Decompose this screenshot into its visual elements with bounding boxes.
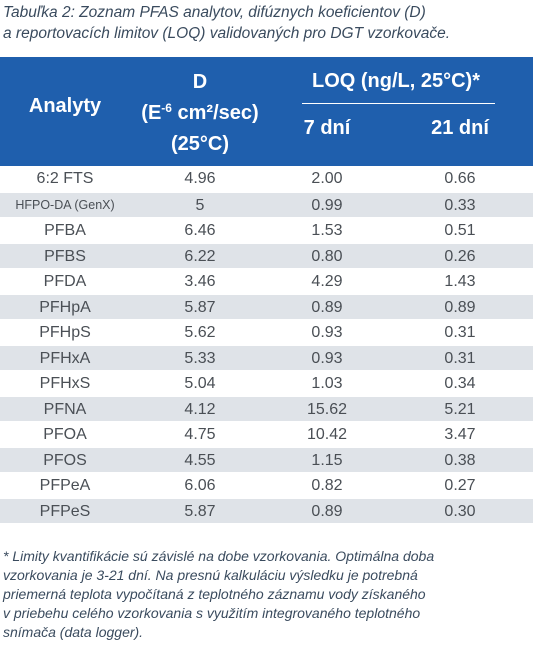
header-d-unit-pre: (E	[141, 102, 162, 124]
diffusion-coefficient: 4.75	[184, 426, 216, 443]
loq-7-days: 4.29	[311, 273, 343, 290]
table-row: PFNA 4.12 15.62 5.21	[0, 395, 533, 421]
footnote-line-3: priemerná teplota vypočítaná z teplotnéh…	[3, 586, 426, 602]
analyte-name: PFPeS	[39, 502, 91, 520]
diffusion-coefficient: 6.46	[184, 222, 216, 239]
loq-21-days: 3.47	[444, 426, 476, 443]
loq-21-days: 0.89	[444, 298, 476, 316]
loq-21-days: 5.21	[444, 400, 476, 418]
header-diffusion-coefficient: D (E-6 cm²/sec) (25°C)	[130, 67, 270, 160]
footnote-line-2: vzorkovania je 3-21 dní. Na presnú kalku…	[3, 567, 418, 583]
analyte-name: PFHxS	[39, 375, 91, 392]
analyte-name: PFNA	[43, 400, 87, 418]
analyte-name: PFOA	[43, 426, 87, 443]
table-row: PFHxA 5.33 0.93 0.31	[0, 344, 533, 370]
analyte-name: HFPO-DA (GenX)	[15, 197, 115, 212]
header-7-days: 7 dní	[303, 117, 351, 139]
table-row: HFPO-DA (GenX) 5 0.99 0.33	[0, 191, 533, 217]
header-loq: LOQ (ng/L, 25°C)*	[312, 70, 480, 92]
table-header: Analyty D (E-6 cm²/sec) (25°C) LOQ (ng/L…	[0, 57, 533, 166]
header-analyty: Analyty	[28, 95, 102, 117]
loq-7-days: 0.82	[311, 477, 343, 494]
footnote-line-1: * Limity kvantifikácie sú závislé na dob…	[3, 548, 435, 564]
analyte-name: PFBS	[44, 247, 86, 265]
table-row: PFBS 6.22 0.80 0.26	[0, 242, 533, 268]
diffusion-coefficient: 3.46	[184, 273, 216, 290]
loq-21-days: 0.31	[444, 324, 476, 341]
header-loq-divider	[302, 103, 495, 104]
loq-7-days: 0.89	[311, 298, 343, 316]
analyte-name: PFHpA	[39, 298, 91, 316]
loq-21-days: 0.27	[444, 477, 476, 494]
header-d-symbol: D	[192, 71, 208, 93]
pfas-table: Analyty D (E-6 cm²/sec) (25°C) LOQ (ng/L…	[0, 57, 533, 523]
diffusion-coefficient: 5.62	[184, 324, 216, 341]
analyte-name: 6:2 FTS	[36, 170, 94, 187]
diffusion-coefficient: 5.87	[184, 502, 216, 520]
diffusion-coefficient: 5	[195, 196, 205, 214]
footnote-line-5: snímača (data logger).	[3, 624, 144, 640]
footnote-line-4: v priebehu celého vzorkovania s využitím…	[3, 605, 421, 621]
loq-21-days: 0.34	[444, 375, 476, 392]
loq-21-days: 0.26	[444, 247, 476, 265]
footnote: * Limity kvantifikácie sú závislé na dob…	[3, 547, 531, 642]
loq-7-days: 0.99	[311, 196, 343, 214]
table-row: PFHxS 5.04 1.03 0.34	[0, 370, 533, 396]
table-row: PFOA 4.75 10.42 3.47	[0, 421, 533, 447]
table-row: PFHpS 5.62 0.93 0.31	[0, 319, 533, 345]
loq-7-days: 1.15	[311, 451, 343, 469]
caption-line-1: Tabuľka 2: Zoznam PFAS analytov, difúzny…	[3, 4, 426, 21]
diffusion-coefficient: 4.55	[184, 451, 216, 469]
diffusion-coefficient: 6.22	[184, 247, 216, 265]
analyte-name: PFDA	[43, 273, 87, 290]
loq-21-days: 0.31	[444, 349, 476, 367]
header-21-days: 21 dní	[431, 117, 489, 139]
analyte-name: PFOS	[43, 451, 87, 469]
diffusion-coefficient: 5.04	[184, 375, 216, 392]
loq-7-days: 0.80	[311, 247, 343, 265]
analyte-name: PFHxA	[39, 349, 91, 367]
diffusion-coefficient: 5.33	[184, 349, 216, 367]
table-row: PFPeS 5.87 0.89 0.30	[0, 497, 533, 523]
loq-21-days: 0.66	[444, 170, 476, 187]
diffusion-coefficient: 5.87	[184, 298, 216, 316]
diffusion-coefficient: 4.96	[184, 170, 216, 187]
table-row: PFPeA 6.06 0.82 0.27	[0, 472, 533, 498]
analyte-name: PFPeA	[39, 477, 91, 494]
loq-21-days: 0.38	[444, 451, 476, 469]
table-row: PFBA 6.46 1.53 0.51	[0, 217, 533, 243]
analyte-name: PFBA	[44, 222, 86, 239]
loq-7-days: 0.89	[311, 502, 343, 520]
diffusion-coefficient: 4.12	[184, 400, 216, 418]
loq-7-days: 10.42	[306, 426, 348, 443]
table-body: 6:2 FTS 4.96 2.00 0.66 HFPO-DA (GenX) 5 0.99 0.…	[0, 166, 533, 523]
loq-21-days: 0.30	[444, 502, 476, 520]
header-d-unit-exponent: -6	[161, 101, 172, 115]
loq-7-days: 2.00	[311, 170, 343, 187]
diffusion-coefficient: 6.06	[184, 477, 216, 494]
loq-7-days: 1.53	[311, 222, 343, 239]
table-row: 6:2 FTS 4.96 2.00 0.66	[0, 166, 533, 192]
table-row: PFDA 3.46 4.29 1.43	[0, 268, 533, 294]
table-row: PFHpA 5.87 0.89 0.89	[0, 293, 533, 319]
loq-7-days: 0.93	[311, 349, 343, 367]
loq-21-days: 0.33	[444, 196, 476, 214]
caption-line-2: a reportovacích limitov (LOQ) validovaný…	[3, 25, 451, 42]
header-d-unit: (E-6 cm²/sec)	[130, 98, 270, 129]
loq-21-days: 0.51	[444, 222, 476, 239]
loq-7-days: 1.03	[311, 375, 343, 392]
loq-7-days: 0.93	[311, 324, 343, 341]
table-row: PFOS 4.55 1.15 0.38	[0, 446, 533, 472]
loq-21-days: 1.43	[444, 273, 476, 290]
header-d-unit-post: cm²/sec)	[171, 102, 259, 124]
loq-7-days: 15.62	[306, 400, 348, 418]
table-caption: Tabuľka 2: Zoznam PFAS analytov, difúzny…	[3, 2, 531, 44]
header-d-temperature: (25°C)	[170, 133, 229, 155]
analyte-name: PFHpS	[39, 324, 91, 341]
